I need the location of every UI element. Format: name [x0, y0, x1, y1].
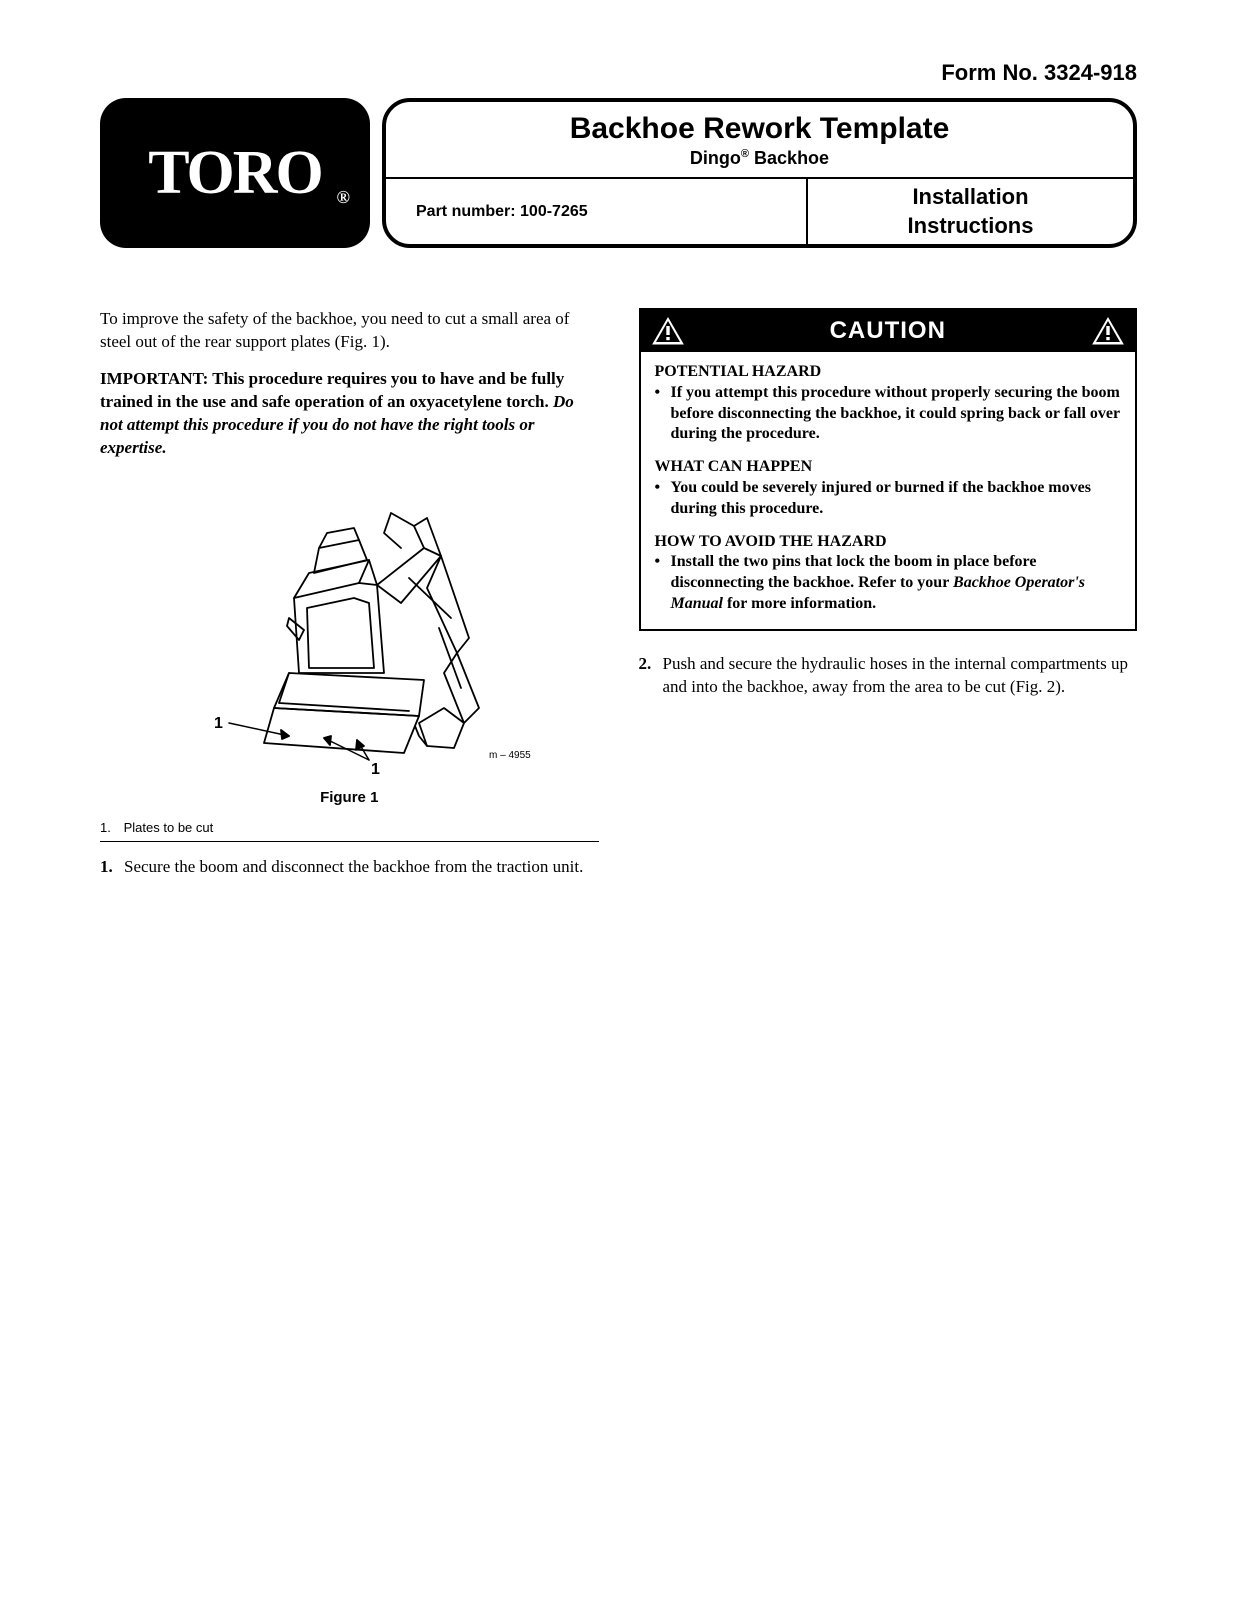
figure1-legend: 1. Plates to be cut — [100, 814, 599, 842]
step1-text: Secure the boom and disconnect the backh… — [124, 856, 583, 879]
figure1-callout-1a: 1 — [214, 715, 223, 732]
how-to-avoid-text: Install the two pins that lock the boom … — [671, 552, 1122, 614]
step-list-right: 2. Push and secure the hydraulic hoses i… — [639, 653, 1138, 699]
important-text: IMPORTANT: This procedure requires you t… — [100, 368, 599, 460]
left-column: To improve the safety of the backhoe, yo… — [100, 308, 599, 891]
bullet-icon: • — [655, 383, 671, 445]
potential-hazard-bullet: • If you attempt this procedure without … — [655, 383, 1122, 445]
potential-hazard-heading: POTENTIAL HAZARD — [655, 362, 1122, 383]
body-columns: To improve the safety of the backhoe, yo… — [100, 308, 1137, 891]
caution-header: CAUTION — [641, 310, 1136, 352]
what-can-happen-text: You could be severely injured or burned … — [671, 478, 1122, 520]
what-can-happen-section: WHAT CAN HAPPEN • You could be severely … — [655, 457, 1122, 519]
how-to-avoid-bullet: • Install the two pins that lock the boo… — [655, 552, 1122, 614]
subtitle-prefix: Dingo — [690, 148, 741, 168]
figure-1: 1 1 m – 4955 Figure 1 — [100, 478, 599, 806]
title-box: Backhoe Rework Template Dingo® Backhoe P… — [382, 98, 1137, 248]
subtitle-suffix: Backhoe — [749, 148, 829, 168]
install-line2: Instructions — [908, 213, 1034, 238]
bullet-icon: • — [655, 552, 671, 614]
logo-text: TORO — [148, 138, 321, 209]
main-title: Backhoe Rework Template — [386, 112, 1133, 146]
header-row: TORO ® Backhoe Rework Template Dingo® Ba… — [100, 98, 1137, 248]
bullet-icon: • — [655, 478, 671, 520]
caution-body: POTENTIAL HAZARD • If you attempt this p… — [641, 352, 1136, 629]
figure1-caption: Figure 1 — [100, 789, 599, 806]
how-to-avoid-part2: for more information. — [723, 595, 876, 612]
step1-num: 1. — [100, 856, 124, 879]
figure1-callout-1b: 1 — [371, 761, 380, 778]
how-to-avoid-section: HOW TO AVOID THE HAZARD • Install the tw… — [655, 532, 1122, 615]
how-to-avoid-heading: HOW TO AVOID THE HAZARD — [655, 532, 1122, 553]
step-list-left: 1. Secure the boom and disconnect the ba… — [100, 856, 599, 879]
potential-hazard-text: If you attempt this procedure without pr… — [671, 383, 1122, 445]
right-column: CAUTION POTENTIAL HAZARD • If you attemp… — [639, 308, 1138, 891]
part-number-cell: Part number: 100-7265 — [386, 179, 808, 244]
what-can-happen-bullet: • You could be severely injured or burne… — [655, 478, 1122, 520]
logo-registered: ® — [337, 187, 348, 208]
step-2: 2. Push and secure the hydraulic hoses i… — [639, 653, 1138, 699]
warning-icon-left — [651, 316, 685, 346]
step-1: 1. Secure the boom and disconnect the ba… — [100, 856, 599, 879]
install-line1: Installation — [912, 184, 1028, 209]
figure1-mcode: m – 4955 — [489, 750, 531, 761]
backhoe-diagram-icon: 1 1 m – 4955 — [159, 478, 539, 778]
intro-text: To improve the safety of the backhoe, yo… — [100, 308, 599, 354]
warning-icon-right — [1091, 316, 1125, 346]
caution-title: CAUTION — [685, 317, 1092, 345]
figure1-legend-text: Plates to be cut — [124, 820, 214, 835]
what-can-happen-heading: WHAT CAN HAPPEN — [655, 457, 1122, 478]
install-cell: Installation Instructions — [808, 179, 1133, 244]
form-number: Form No. 3324-918 — [100, 60, 1137, 86]
toro-logo: TORO ® — [100, 98, 370, 248]
subtitle: Dingo® Backhoe — [386, 148, 1133, 169]
title-box-top: Backhoe Rework Template Dingo® Backhoe — [386, 102, 1133, 179]
caution-box: CAUTION POTENTIAL HAZARD • If you attemp… — [639, 308, 1138, 631]
figure1-legend-num: 1. — [100, 820, 120, 835]
step2-num: 2. — [639, 653, 663, 699]
title-box-bottom: Part number: 100-7265 Installation Instr… — [386, 179, 1133, 244]
step2-text: Push and secure the hydraulic hoses in t… — [663, 653, 1138, 699]
subtitle-r: ® — [741, 148, 749, 160]
potential-hazard-section: POTENTIAL HAZARD • If you attempt this p… — [655, 362, 1122, 445]
important-bold: IMPORTANT: This procedure requires you t… — [100, 369, 564, 411]
